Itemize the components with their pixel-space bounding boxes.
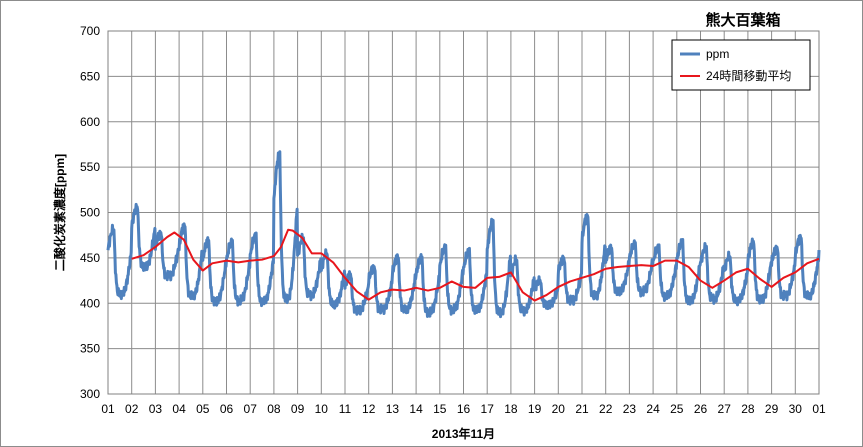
x-tick-label: 09 [291, 402, 305, 416]
x-tick-label: 05 [196, 402, 210, 416]
x-tick-label: 12 [362, 402, 376, 416]
x-axis-tick-labels: 01 02 03 04 05 06 07 08 09 10 11 12 13 14 15 16 17 18 19 20… [101, 402, 826, 416]
x-tick-label: 14 [409, 402, 423, 416]
series-layer [106, 150, 821, 319]
y-tick-label: 300 [80, 387, 100, 401]
chart-title: 熊大百葉箱 [705, 11, 780, 29]
legend-box [671, 39, 811, 91]
x-tick-label: 29 [765, 402, 779, 416]
x-tick-label: 27 [718, 402, 732, 416]
x-tick-label: 03 [149, 402, 163, 416]
x-tick-label: 08 [267, 402, 281, 416]
y-tick-label: 650 [80, 69, 100, 83]
x-tick-label: 01 [812, 402, 826, 416]
y-tick-label: 700 [80, 24, 100, 38]
x-tick-label: 02 [125, 402, 139, 416]
x-tick-label: 04 [172, 402, 186, 416]
x-tick-label: 19 [528, 402, 542, 416]
y-axis-label: 二酸化炭素濃度[ppm] [52, 154, 67, 271]
x-tick-label: 30 [789, 402, 803, 416]
x-axis-label: 2013年11月 [432, 426, 495, 441]
x-tick-label: 15 [433, 402, 447, 416]
y-tick-label: 350 [80, 342, 100, 356]
series-line-ppm [106, 150, 821, 319]
x-tick-label: 16 [457, 402, 471, 416]
x-tick-label: 26 [694, 402, 708, 416]
x-tick-label: 22 [599, 402, 613, 416]
x-tick-label: 17 [481, 402, 495, 416]
y-axis-tick-labels: 300 350 400 450 500 550 600 650 700 [80, 24, 100, 401]
x-tick-label: 20 [552, 402, 566, 416]
x-tick-label: 13 [386, 402, 400, 416]
plot-area-border [107, 30, 820, 395]
x-tick-label: 10 [315, 402, 329, 416]
x-tick-label: 28 [741, 402, 755, 416]
legend-label-ppm: ppm [706, 47, 729, 61]
legend-label-moving-average: 24時間移動平均 [706, 69, 791, 83]
y-tick-label: 500 [80, 206, 100, 220]
y-tick-label: 550 [80, 160, 100, 174]
x-tick-label: 24 [646, 402, 660, 416]
y-tick-label: 600 [80, 115, 100, 129]
y-tick-label: 450 [80, 251, 100, 265]
x-tick-label: 23 [623, 402, 637, 416]
y-tick-label: 400 [80, 296, 100, 310]
x-tick-label: 21 [575, 402, 589, 416]
series-line-moving-average [131, 228, 820, 302]
x-tick-label: 07 [244, 402, 258, 416]
x-tick-label: 06 [220, 402, 234, 416]
x-tick-label: 11 [339, 402, 352, 416]
x-tick-label: 18 [504, 402, 518, 416]
x-tick-label: 25 [670, 402, 684, 416]
x-tick-label: 01 [101, 402, 115, 416]
legend: ppm 24時間移動平均 [671, 39, 811, 91]
